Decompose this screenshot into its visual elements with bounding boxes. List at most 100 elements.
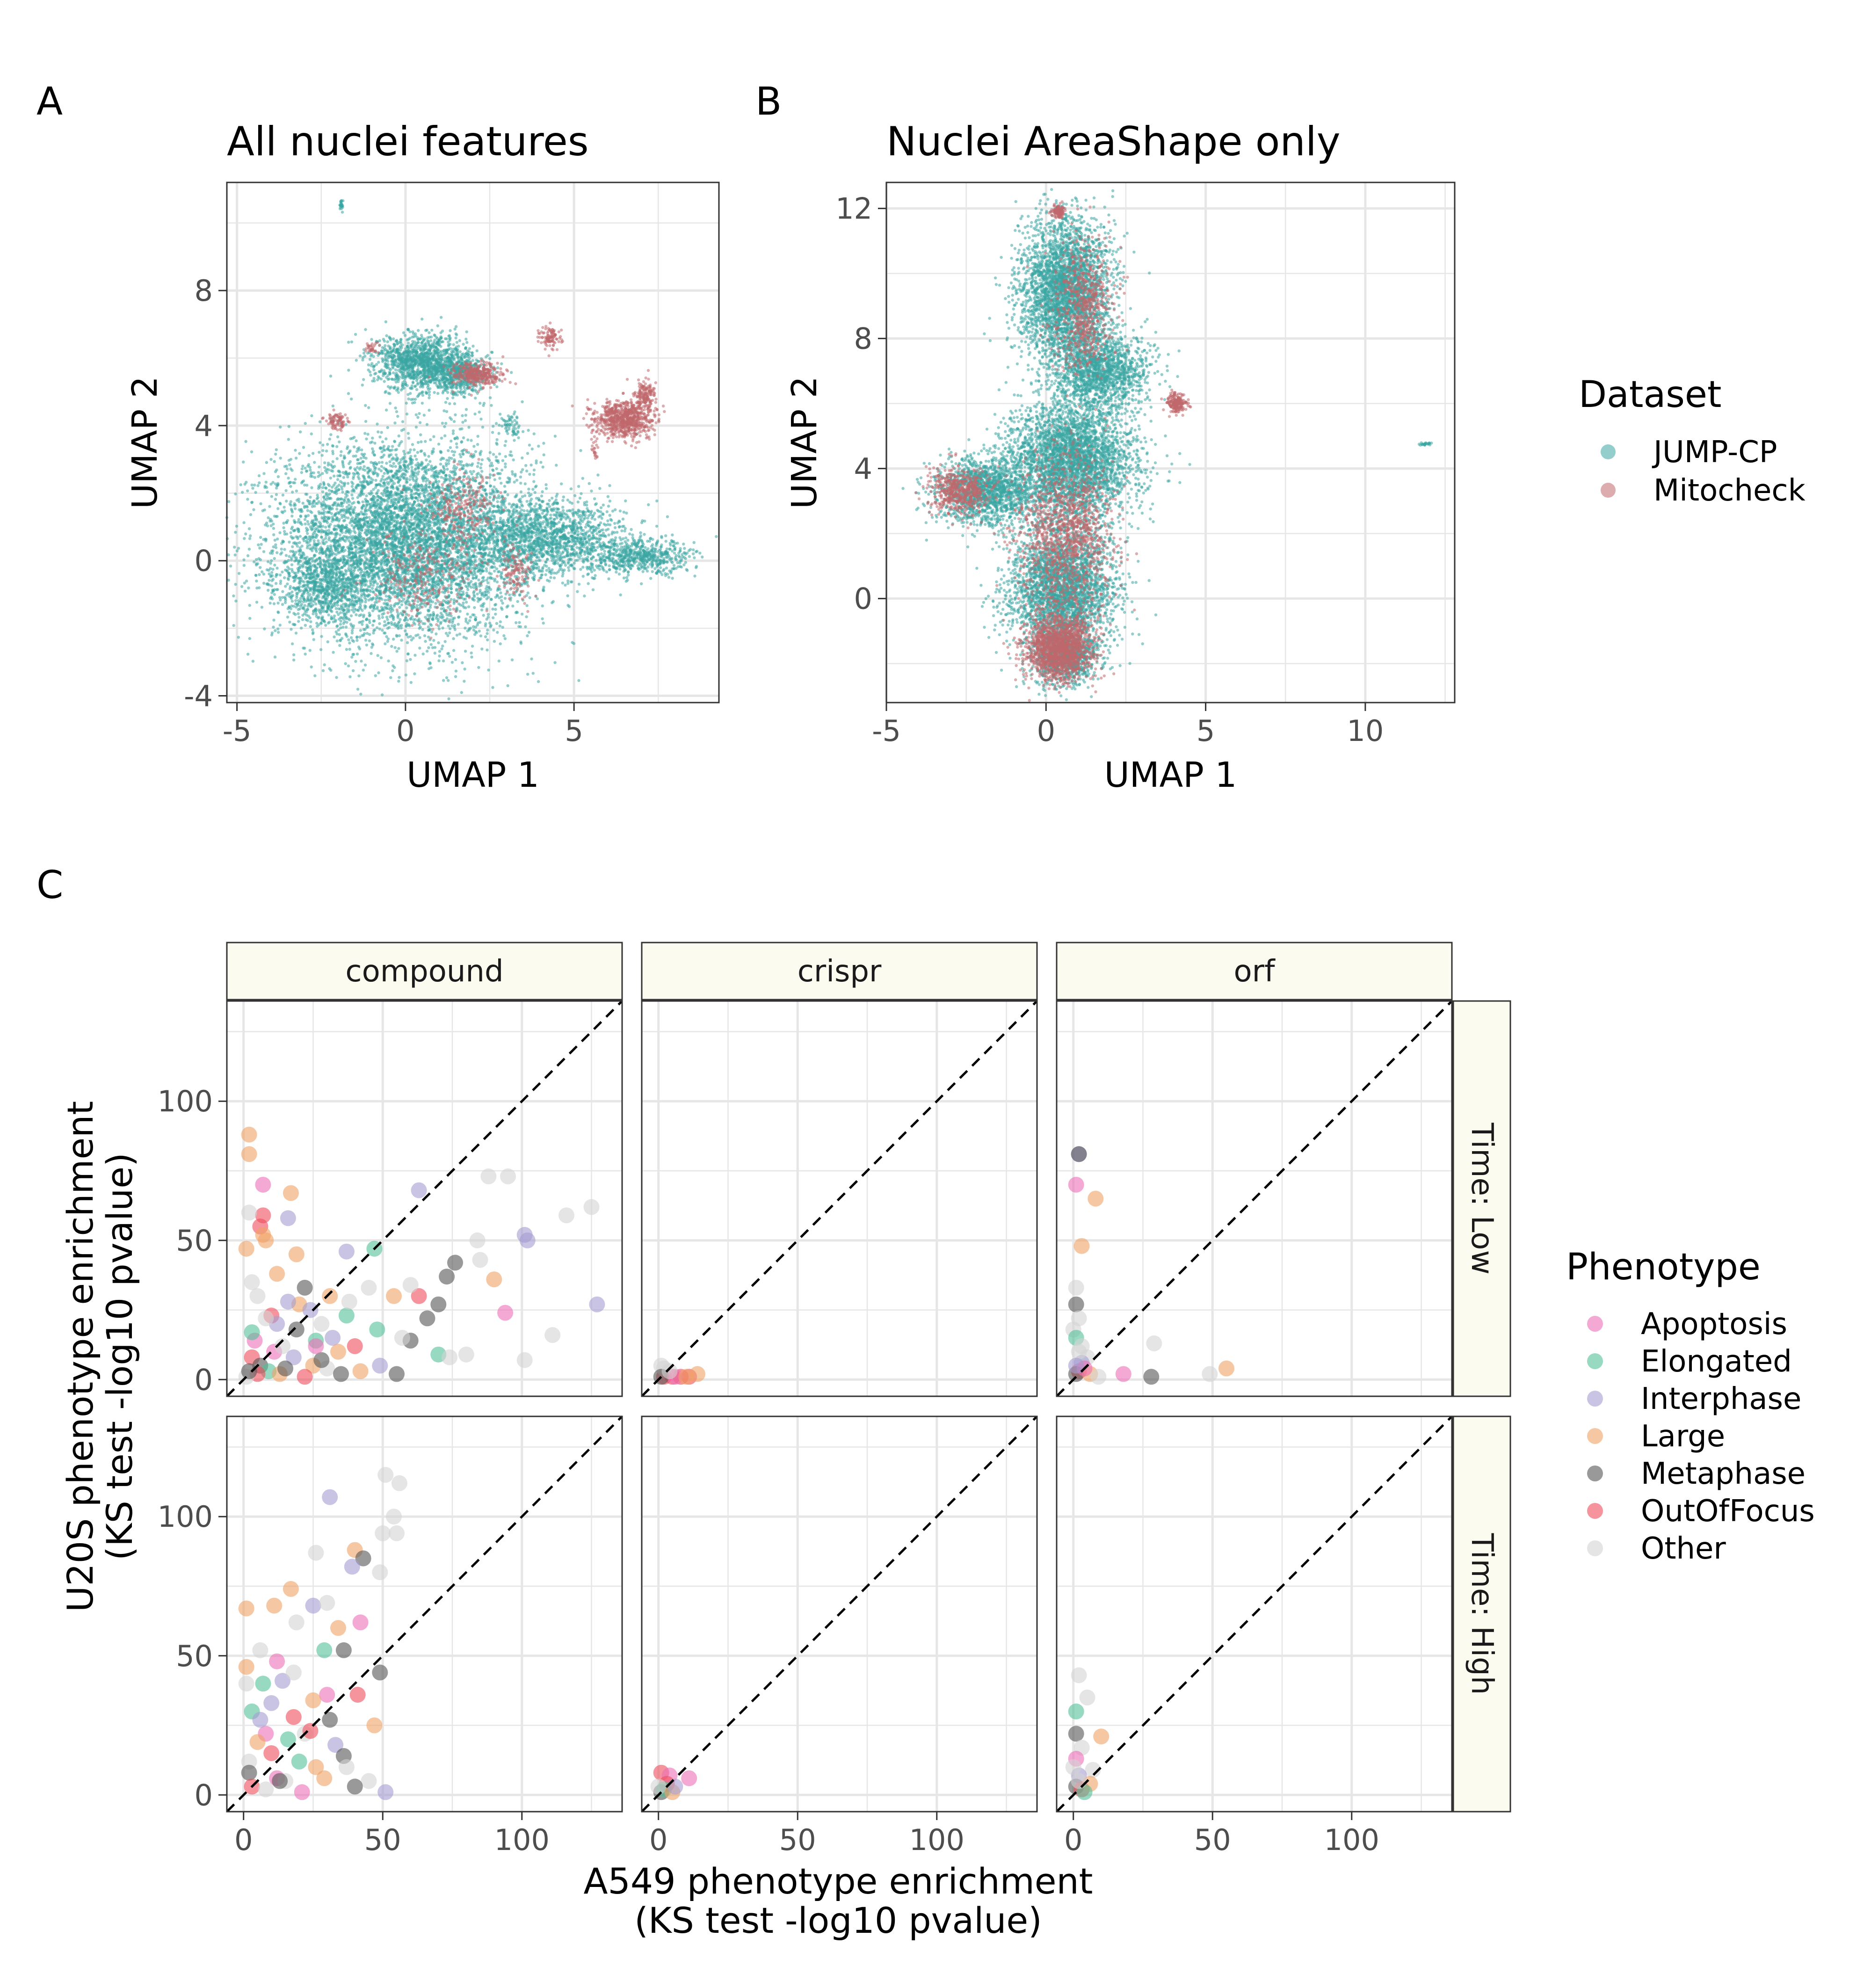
point-jump-cp (284, 472, 288, 475)
point-jump-cp (373, 466, 376, 469)
point-jump-cp (272, 533, 276, 537)
point-jump-cp (360, 660, 363, 663)
point-jump-cp (376, 654, 379, 657)
point-jump-cp (377, 461, 381, 464)
point-jump-cp (444, 421, 448, 425)
point-jump-cp (420, 460, 423, 464)
point-jump-cp (406, 618, 409, 622)
point-jump-cp (340, 450, 343, 453)
point-jump-cp (486, 616, 490, 619)
point-jump-cp (402, 457, 406, 461)
point-jump-cp (347, 472, 350, 476)
point-jump-cp (370, 510, 373, 514)
point-jump-cp (400, 440, 403, 443)
point-jump-cp (346, 475, 349, 479)
point-jump-cp (309, 495, 312, 499)
point-jump-cp (448, 456, 451, 460)
point-jump-cp (331, 466, 334, 470)
point-jump-cp (428, 460, 432, 463)
point-jump-cp (337, 617, 341, 621)
point-jump-cp (387, 626, 391, 629)
point-jump-cp (320, 635, 323, 638)
point-jump-cp (428, 662, 432, 666)
point-jump-cp (294, 631, 298, 635)
point-jump-cp (472, 445, 476, 448)
point-jump-cp (426, 544, 429, 547)
point-jump-cp (311, 628, 314, 631)
point-jump-cp (383, 631, 386, 635)
point-jump-cp (581, 574, 585, 578)
point-jump-cp (409, 681, 413, 684)
point-jump-cp (452, 637, 455, 640)
point-jump-cp (528, 472, 531, 476)
point-jump-cp (362, 460, 365, 464)
point-jump-cp (282, 522, 285, 525)
point-jump-cp (366, 466, 369, 470)
point-jump-cp (421, 628, 424, 631)
point-jump-cp (551, 496, 554, 500)
point-jump-cp (417, 488, 421, 492)
point-jump-cp (347, 638, 350, 642)
point-jump-cp (333, 474, 336, 478)
point-jump-cp (322, 500, 325, 504)
point-jump-cp (539, 461, 543, 464)
point-jump-cp (285, 464, 288, 468)
point-jump-cp (392, 604, 396, 608)
point-jump-cp (273, 563, 276, 567)
point-jump-cp (412, 621, 415, 624)
point-jump-cp (325, 467, 328, 471)
point-jump-cp (279, 598, 282, 602)
point-jump-cp (479, 417, 483, 421)
point-jump-cp (233, 553, 237, 557)
point-jump-cp (286, 616, 290, 619)
point-jump-cp (446, 467, 449, 471)
point-jump-cp (335, 445, 339, 448)
point-jump-cp (427, 625, 430, 629)
point-jump-cp (414, 425, 418, 429)
point-jump-cp (452, 453, 456, 457)
point-jump-cp (421, 622, 425, 625)
point-jump-cp (352, 472, 355, 475)
point-jump-cp (284, 585, 287, 588)
point-jump-cp (349, 465, 352, 469)
point-jump-cp (416, 451, 420, 454)
point-jump-cp (350, 524, 354, 527)
point-jump-cp (504, 465, 507, 469)
point-jump-cp (298, 452, 301, 455)
point-jump-cp (482, 614, 485, 617)
point-jump-cp (320, 505, 324, 508)
point-jump-cp (313, 476, 317, 479)
point-jump-cp (392, 638, 395, 641)
point-jump-cp (274, 498, 277, 501)
point-jump-cp (387, 622, 390, 625)
point-jump-cp (345, 511, 348, 515)
point-jump-cp (357, 477, 361, 480)
point-jump-cp (384, 408, 388, 412)
point-jump-cp (391, 557, 394, 560)
point-jump-cp (381, 629, 384, 632)
point-jump-cp (245, 580, 248, 583)
point-jump-cp (397, 594, 400, 597)
point-jump-cp (352, 445, 356, 449)
point-jump-cp (394, 453, 398, 457)
point-jump-cp (467, 426, 471, 429)
point-jump-cp (476, 435, 479, 438)
point-jump-cp (324, 525, 327, 529)
point-jump-cp (431, 646, 435, 649)
point-jump-cp (437, 659, 441, 662)
point-jump-cp (400, 603, 404, 607)
point-jump-cp (355, 652, 359, 656)
panel-label-a: A (36, 80, 63, 124)
point-jump-cp (229, 564, 232, 568)
point-jump-cp (305, 556, 309, 559)
point-jump-cp (326, 461, 330, 465)
point-jump-cp (464, 419, 467, 422)
point-jump-cp (237, 636, 240, 639)
point-jump-cp (234, 530, 237, 534)
point-jump-cp (303, 518, 307, 521)
point-jump-cp (250, 483, 254, 487)
point-jump-cp (474, 479, 478, 483)
point-jump-cp (460, 427, 464, 430)
point-jump-cp (417, 470, 421, 473)
point-jump-cp (448, 402, 451, 406)
